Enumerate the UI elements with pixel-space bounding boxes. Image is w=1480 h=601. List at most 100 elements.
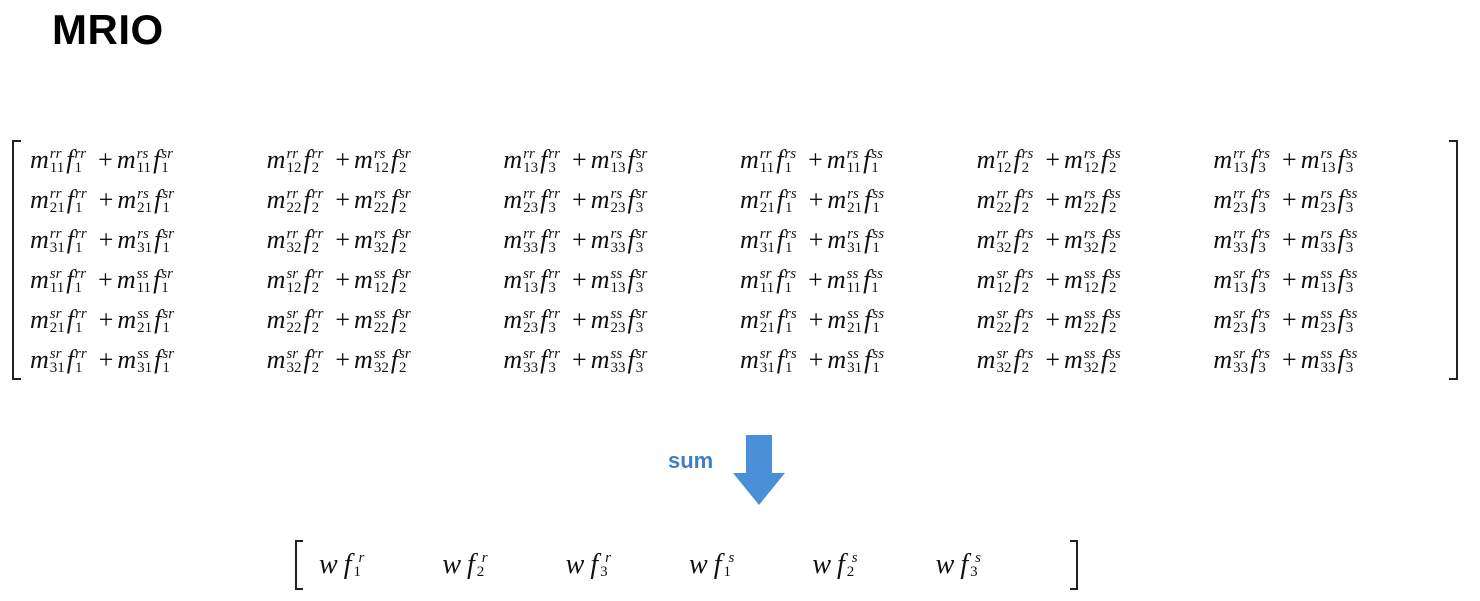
- subscript: 21: [137, 320, 153, 337]
- index-stack: rr 1: [75, 347, 87, 376]
- subscript: 3: [1258, 280, 1266, 297]
- demand-term: f rr 3: [540, 180, 562, 220]
- f-symbol: f: [776, 185, 785, 214]
- superscript: sr: [996, 306, 1009, 323]
- superscript: sr: [49, 266, 62, 283]
- subscript: 1: [872, 240, 880, 257]
- subscript: 11: [759, 280, 775, 297]
- superscript: sr: [162, 306, 175, 323]
- subscript: 3: [635, 280, 644, 297]
- subscript: 32: [286, 360, 302, 377]
- demand-term: f ss 1: [863, 260, 885, 300]
- index-stack: rr 23: [523, 187, 538, 216]
- superscript: rs: [1258, 306, 1271, 323]
- superscript: rr: [311, 186, 324, 203]
- demand-term: f sr 1: [154, 300, 176, 340]
- superscript: rs: [1258, 266, 1271, 283]
- superscript: rs: [1083, 146, 1096, 163]
- demand-term: f rs 2: [1013, 180, 1035, 220]
- subscript: 3: [548, 160, 556, 177]
- superscript: rr: [759, 146, 772, 163]
- subscript: 31: [847, 360, 863, 377]
- plus-sign: +: [572, 305, 587, 334]
- m-symbol: m: [740, 145, 759, 174]
- m-symbol: m: [266, 345, 286, 374]
- index-stack: ss 12: [373, 267, 389, 297]
- f-symbol: f: [1250, 345, 1258, 374]
- plus-sign: +: [808, 345, 824, 374]
- f-symbol: f: [154, 345, 162, 374]
- m-symbol: m: [266, 265, 286, 294]
- index-stack: rs 13: [610, 147, 625, 176]
- subscript: 2: [1021, 320, 1030, 337]
- superscript: rs: [137, 226, 149, 243]
- subscript: 3: [548, 360, 556, 377]
- f-symbol: f: [1337, 145, 1345, 174]
- m-symbol: m: [266, 305, 286, 334]
- plus-sign: +: [1045, 225, 1061, 254]
- index-stack: sr 23: [1233, 307, 1248, 336]
- coefficient-term: m ss 12: [354, 260, 391, 300]
- demand-term: f sr 2: [391, 340, 413, 380]
- m-symbol: m: [590, 345, 610, 374]
- index-stack: rs 2: [1022, 147, 1034, 176]
- subscript: 3: [1345, 240, 1354, 257]
- index-stack: rr 3: [548, 347, 560, 377]
- index-stack: ss 13: [610, 267, 625, 296]
- demand-term: f rs 3: [1250, 260, 1272, 300]
- coefficient-term: m rr 31: [740, 220, 777, 260]
- demand-term: f rr 2: [303, 260, 325, 300]
- superscript: rs: [1083, 226, 1096, 243]
- superscript: rr: [523, 226, 535, 243]
- demand-term: f sr 2: [391, 220, 413, 260]
- index-stack: rs 2: [1022, 227, 1034, 256]
- w-symbol: w: [689, 549, 708, 580]
- m-symbol: m: [590, 265, 610, 294]
- superscript: rr: [75, 306, 87, 323]
- plus-sign: +: [572, 225, 587, 254]
- superscript: rr: [996, 226, 1009, 243]
- superscript: ss: [872, 306, 885, 323]
- f-symbol: f: [153, 265, 161, 294]
- subscript: 2: [399, 160, 407, 177]
- superscript: sr: [286, 306, 299, 323]
- matrix-cell: m rr 22 f rr 2 + m rs 22 f sr 2: [265, 180, 502, 220]
- subscript: 2: [1021, 360, 1030, 377]
- coefficient-term: m rr 13: [503, 140, 540, 180]
- demand-term: f ss 1: [864, 340, 886, 380]
- m-symbol: m: [976, 185, 996, 214]
- subscript: 12: [373, 280, 389, 297]
- demand-term: f sr 3: [627, 340, 649, 380]
- index-stack: sr 22: [286, 306, 301, 336]
- m-symbol: m: [117, 305, 137, 334]
- subscript: 31: [759, 240, 775, 257]
- superscript: rr: [75, 186, 87, 203]
- subscript: 31: [49, 240, 65, 257]
- subscript: 23: [610, 320, 626, 337]
- demand-term: f ss 2: [1101, 300, 1123, 340]
- subscript: 3: [1258, 160, 1266, 177]
- matrix-cell: m rr 31 f rs 1 + m rs 31 f ss 1: [738, 220, 975, 260]
- f-symbol: f: [66, 145, 74, 174]
- subscript: 32: [286, 240, 302, 257]
- demand-term: f rs 2: [1013, 220, 1035, 260]
- subscript: 12: [1083, 160, 1099, 177]
- plus-sign: +: [98, 345, 114, 374]
- index-stack: ss 2: [1109, 307, 1121, 336]
- subscript: 13: [1320, 280, 1336, 297]
- subscript: 22: [286, 200, 302, 217]
- superscript: ss: [1320, 266, 1333, 283]
- subscript: 2: [1109, 360, 1117, 377]
- index-stack: rr 3: [548, 267, 560, 296]
- subscript: 2: [399, 280, 407, 297]
- plus-sign: +: [1282, 185, 1297, 214]
- index-stack: ss 31: [137, 347, 152, 376]
- subscript: 1: [75, 240, 83, 257]
- f-symbol: f: [1100, 185, 1109, 214]
- superscript: ss: [1109, 226, 1121, 243]
- superscript: rs: [785, 226, 797, 243]
- demand-term: f rs 3: [1250, 220, 1272, 260]
